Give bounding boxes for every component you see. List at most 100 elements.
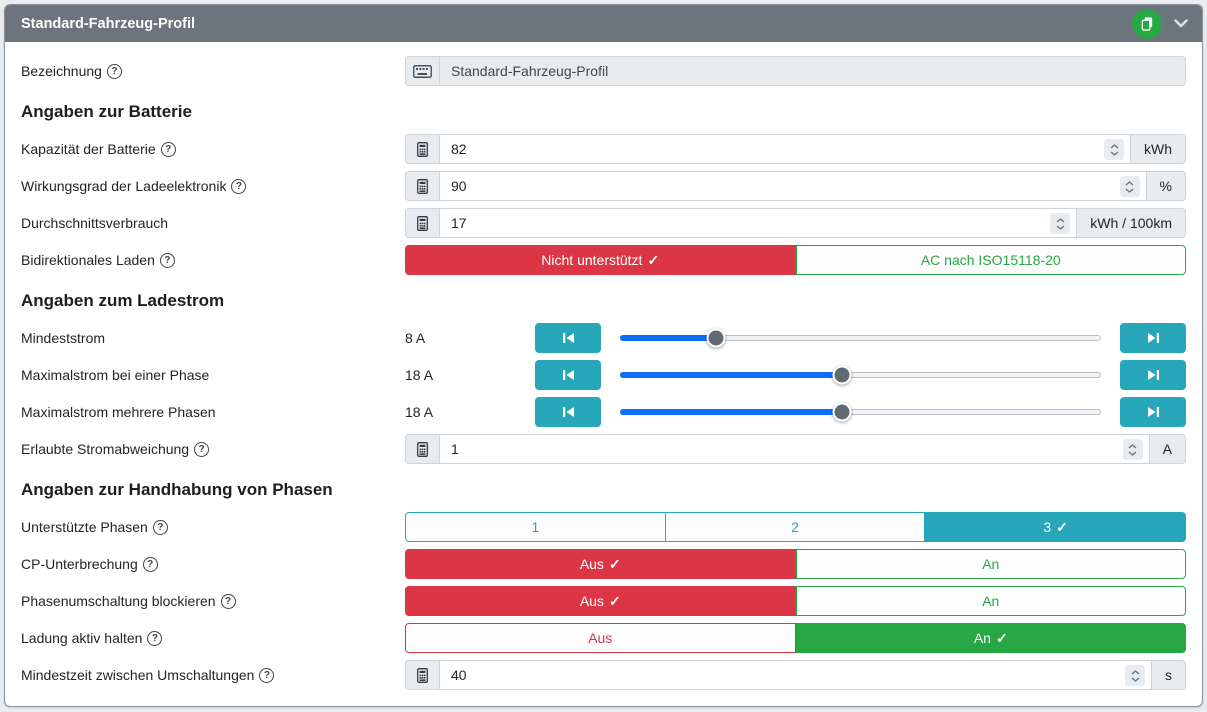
ladung-aktiv-halten-toggle: Aus An ✓ (405, 623, 1186, 653)
slider-thumb[interactable] (832, 365, 852, 385)
skip-to-end-icon (1147, 406, 1160, 418)
phasen-option-1[interactable]: 1 (405, 512, 666, 542)
mindestzeit-input[interactable] (440, 661, 1151, 689)
row-phasenumschaltung-blockieren: Phasenumschaltung blockieren ? Aus ✓ An (21, 586, 1186, 616)
slider-max-button[interactable] (1120, 323, 1186, 353)
phasenumschaltung-option-an[interactable]: An (795, 586, 1186, 616)
help-icon[interactable]: ? (142, 556, 158, 572)
bidirektional-option-on[interactable]: AC nach ISO15118-20 (795, 245, 1186, 275)
slider-thumb[interactable] (832, 402, 852, 422)
wirkungsgrad-label: Wirkungsgrad der Ladeelektronik ? (21, 178, 405, 194)
row-maximalstrom-mehrere-phasen: Maximalstrom mehrere Phasen 18 A (21, 397, 1186, 427)
ladung-aktiv-halten-label: Ladung aktiv halten ? (21, 630, 405, 646)
mindeststrom-slider[interactable] (620, 328, 1101, 348)
number-stepper[interactable] (1104, 139, 1124, 160)
row-verbrauch: Durchschnittsverbrauch kWh / 100km (21, 208, 1186, 238)
calculator-icon (405, 660, 439, 690)
bezeichnung-label: Bezeichnung ? (21, 63, 405, 79)
section-heading-phasen: Angaben zur Handhabung von Phasen (21, 480, 333, 499)
mindestzeit-label: Mindestzeit zwischen Umschaltungen ? (21, 667, 405, 683)
stromabweichung-input-group: A (405, 434, 1186, 464)
verbrauch-input[interactable] (440, 209, 1077, 237)
row-cp-unterbrechung: CP-Unterbrechung ? Aus ✓ An (21, 549, 1186, 579)
help-icon[interactable]: ? (194, 441, 210, 457)
mindeststrom-label: Mindeststrom (21, 330, 106, 346)
copy-icon (1140, 16, 1155, 31)
stromabweichung-label: Erlaubte Stromabweichung ? (21, 441, 405, 457)
skip-to-end-icon (1147, 369, 1160, 381)
slider-max-button[interactable] (1120, 360, 1186, 390)
help-icon[interactable]: ? (220, 593, 236, 609)
keyboard-icon (405, 56, 439, 86)
row-unterstuetzte-phasen: Unterstützte Phasen ? 1 2 3 ✓ (21, 512, 1187, 542)
bidirektional-toggle: Nicht unterstützt ✓ AC nach ISO15118-20 (405, 245, 1186, 275)
calculator-icon (405, 134, 439, 164)
check-icon: ✓ (608, 592, 621, 609)
help-icon[interactable]: ? (160, 141, 176, 157)
unit-label: A (1149, 434, 1186, 464)
skip-to-end-icon (1147, 332, 1160, 344)
wirkungsgrad-input[interactable] (440, 172, 1146, 200)
kapazitaet-input-group: kWh (405, 134, 1186, 164)
slider-min-button[interactable] (535, 323, 601, 353)
phasenumschaltung-option-aus[interactable]: Aus ✓ (405, 586, 796, 616)
mindeststrom-value: 8 A (405, 330, 426, 346)
number-stepper[interactable] (1119, 176, 1140, 197)
cp-unterbrechung-option-aus[interactable]: Aus ✓ (405, 549, 796, 579)
help-icon[interactable]: ? (159, 252, 175, 268)
unit-label: s (1152, 660, 1186, 690)
row-wirkungsgrad: Wirkungsgrad der Ladeelektronik ? (21, 171, 1186, 201)
help-icon[interactable]: ? (152, 519, 168, 535)
chevron-down-icon (1174, 19, 1188, 28)
help-icon[interactable]: ? (147, 630, 163, 646)
cp-unterbrechung-label: CP-Unterbrechung ? (21, 556, 405, 572)
help-icon[interactable]: ? (259, 667, 275, 683)
slider-min-button[interactable] (535, 397, 601, 427)
slider-min-button[interactable] (535, 360, 601, 390)
calculator-icon (405, 434, 439, 464)
row-mindeststrom: Mindeststrom 8 A (21, 323, 1186, 353)
maximalstrom-eine-phase-label: Maximalstrom bei einer Phase (21, 367, 210, 383)
row-bidirektional: Bidirektionales Laden ? Nicht unterstütz… (21, 245, 1186, 275)
calculator-icon (405, 171, 439, 201)
card-header: Standard-Fahrzeug-Profil (5, 5, 1202, 42)
skip-to-start-icon (562, 369, 575, 381)
check-icon: ✓ (608, 555, 621, 572)
stromabweichung-input[interactable] (440, 435, 1149, 463)
card-body: Bezeichnung ? Angaben zur Batterie Kapaz… (5, 42, 1202, 706)
ladung-aktiv-option-aus[interactable]: Aus (405, 623, 796, 653)
copy-profile-button[interactable] (1132, 8, 1162, 39)
number-stepper[interactable] (1122, 439, 1143, 460)
skip-to-start-icon (562, 406, 575, 418)
kapazitaet-input[interactable] (440, 135, 1130, 163)
maximalstrom-mehrere-phasen-value: 18 A (405, 404, 434, 420)
slider-thumb[interactable] (706, 328, 726, 348)
collapse-panel-button[interactable] (1172, 17, 1190, 30)
check-icon: ✓ (995, 629, 1008, 646)
help-icon[interactable]: ? (231, 178, 247, 194)
number-stepper[interactable] (1050, 213, 1071, 234)
bezeichnung-input-group (405, 56, 1186, 86)
maximalstrom-mehrere-phasen-label: Maximalstrom mehrere Phasen (21, 404, 216, 420)
mindestzeit-input-group: s (405, 660, 1186, 690)
phasen-option-3[interactable]: 3 ✓ (925, 512, 1187, 542)
bidirektional-option-off[interactable]: Nicht unterstützt ✓ (405, 245, 796, 275)
row-bezeichnung: Bezeichnung ? (21, 56, 1186, 86)
row-stromabweichung: Erlaubte Stromabweichung ? A (21, 434, 1186, 464)
help-icon[interactable]: ? (106, 63, 122, 79)
maximalstrom-eine-phase-slider[interactable] (620, 365, 1101, 385)
wirkungsgrad-input-group: % (405, 171, 1186, 201)
phasenumschaltung-blockieren-toggle: Aus ✓ An (405, 586, 1186, 616)
bidirektional-label: Bidirektionales Laden ? (21, 252, 405, 268)
phasen-toggle: 1 2 3 ✓ (405, 512, 1187, 542)
skip-to-start-icon (562, 332, 575, 344)
maximalstrom-mehrere-phasen-slider[interactable] (620, 402, 1101, 422)
cp-unterbrechung-option-an[interactable]: An (795, 549, 1186, 579)
number-stepper[interactable] (1125, 665, 1145, 686)
ladung-aktiv-option-an[interactable]: An ✓ (795, 623, 1186, 653)
unterstuetzte-phasen-label: Unterstützte Phasen ? (21, 519, 405, 535)
bezeichnung-input[interactable] (440, 57, 1185, 85)
section-heading-ladestrom: Angaben zum Ladestrom (21, 291, 225, 310)
slider-max-button[interactable] (1120, 397, 1186, 427)
phasen-option-2[interactable]: 2 (665, 512, 926, 542)
